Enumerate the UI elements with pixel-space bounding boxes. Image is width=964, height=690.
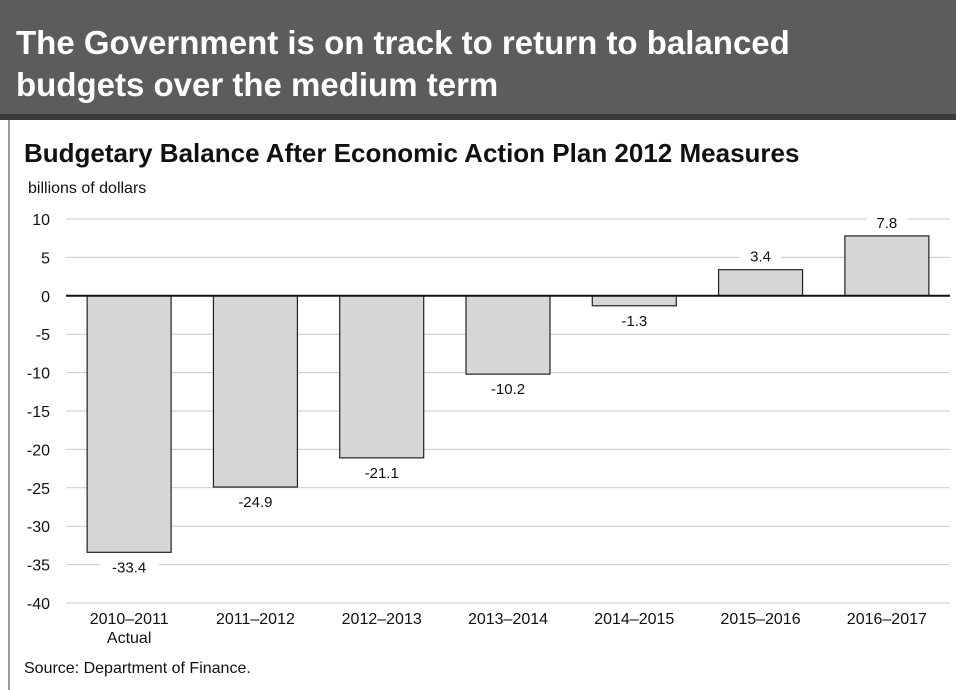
y-tick-label: -40 — [27, 596, 50, 613]
bar-chart: -33.4 -24.9 -21.1 -10.2 -1.3 3.4 7.8 10 5 0 -5 -10… — [27, 212, 950, 647]
y-tick-label: -10 — [27, 366, 50, 383]
bar — [844, 235, 930, 297]
data-label: -10.2 — [491, 381, 525, 398]
bar — [86, 295, 172, 553]
y-tick-label: -15 — [27, 404, 50, 421]
bar — [212, 295, 299, 488]
header-banner: The Government is on track to return to … — [0, 0, 956, 120]
y-tick-label: -5 — [36, 327, 50, 344]
bar — [465, 295, 551, 375]
y-tick-label: 10 — [32, 212, 50, 229]
x-tick-label: 2016–2017 — [847, 611, 927, 628]
x-tick-label: 2015–2016 — [721, 611, 801, 628]
x-tick-labels: 2010–2011 Actual 2011–2012 2012–2013 2013–20… — [90, 611, 927, 647]
data-label-bg — [609, 311, 660, 331]
left-border — [8, 120, 10, 690]
y-tick-label: 0 — [41, 289, 50, 306]
data-label-bg — [740, 247, 782, 267]
x-tick-label: 2013–2014 — [468, 611, 548, 628]
x-tick-label: 2011–2012 — [216, 611, 295, 628]
source-note: Source: Department of Finance. — [24, 660, 251, 677]
data-label: 3.4 — [750, 249, 771, 266]
data-label-bg — [352, 463, 412, 483]
x-tick-label: 2014–2015 — [594, 611, 674, 628]
x-tick-label: Actual — [107, 630, 151, 647]
y-axis-label: billions of dollars — [28, 180, 147, 197]
bar — [339, 295, 425, 459]
data-label-bg — [225, 493, 285, 513]
bars — [86, 235, 930, 553]
data-label-bg — [478, 380, 538, 400]
data-labels: -33.4 -24.9 -21.1 -10.2 -1.3 3.4 7.8 — [99, 213, 908, 578]
y-tick-label: -30 — [27, 519, 50, 536]
data-label: -24.9 — [238, 494, 272, 511]
y-tick-label: -20 — [27, 442, 50, 459]
data-label: -1.3 — [621, 313, 647, 330]
y-tick-label: -25 — [27, 481, 50, 498]
bar — [591, 295, 677, 307]
y-tick-labels: 10 5 0 -5 -10 -15 -20 -25 -30 -35 -40 — [27, 212, 50, 613]
grid-lines — [66, 218, 950, 604]
page-title: The Government is on track to return to … — [16, 24, 790, 103]
x-tick-label: 2010–2011 — [90, 611, 169, 628]
bar — [717, 269, 804, 297]
data-label: -33.4 — [112, 559, 146, 576]
data-label: -21.1 — [365, 465, 399, 482]
data-label-bg — [99, 558, 159, 578]
y-tick-label: 5 — [41, 250, 50, 267]
y-tick-label: -35 — [27, 558, 50, 575]
data-label-bg — [866, 213, 908, 233]
chart-title: Budgetary Balance After Economic Action … — [24, 138, 800, 168]
x-tick-label: 2012–2013 — [342, 611, 422, 628]
data-label: 7.8 — [876, 215, 897, 232]
